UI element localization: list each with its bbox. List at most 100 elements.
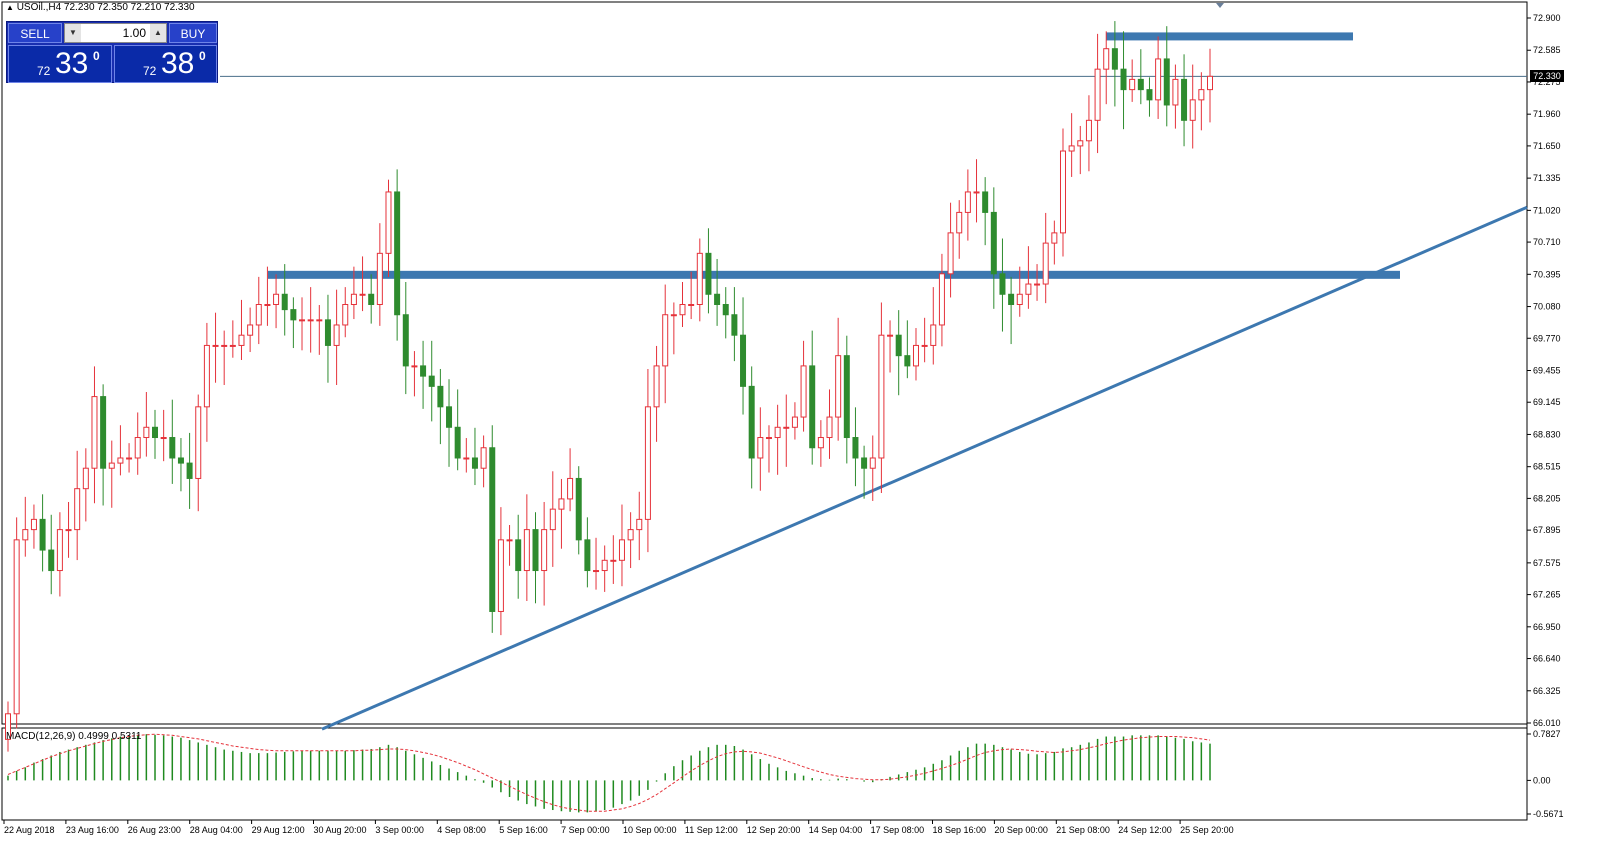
candle-body	[1042, 242, 1049, 285]
candle-body	[195, 406, 202, 479]
horizontal-levels[interactable]	[268, 32, 1400, 279]
candle-body	[5, 713, 11, 740]
candle-body	[290, 309, 297, 321]
price-tick-label: 67.265	[1533, 590, 1561, 600]
candle-body	[714, 293, 721, 306]
candle-body	[1016, 293, 1023, 306]
candle-body	[1137, 78, 1144, 91]
price-tick-label: 71.960	[1533, 109, 1561, 119]
candle-body	[56, 529, 63, 572]
candle-body	[100, 396, 107, 469]
candle-body	[203, 344, 210, 408]
candle-body	[160, 437, 167, 440]
candle-body	[1146, 89, 1153, 101]
candle-body	[843, 355, 850, 439]
sell-price-box[interactable]: 72 33 0	[8, 45, 112, 83]
candle-body	[489, 447, 496, 612]
candle-body	[835, 355, 842, 418]
candle-body	[1034, 283, 1041, 286]
candle-body	[273, 293, 280, 306]
candle-body	[143, 426, 150, 439]
candle-body	[13, 539, 20, 715]
candle-body	[852, 437, 859, 459]
candle-body	[895, 334, 902, 357]
candle-body	[376, 252, 383, 306]
buy-button[interactable]: BUY	[169, 23, 217, 43]
price-tick-label: 66.325	[1533, 686, 1561, 696]
candle-body	[982, 191, 989, 213]
candle-body	[1129, 78, 1136, 91]
candle-body	[662, 314, 669, 367]
candle-body	[956, 211, 963, 234]
sell-button[interactable]: SELL	[8, 23, 62, 43]
price-tick-label: 68.830	[1533, 429, 1561, 439]
horizontal-level-bar[interactable]	[1106, 32, 1353, 41]
collapse-triangle-icon[interactable]: ▲	[6, 3, 14, 12]
candle-body	[1008, 293, 1015, 306]
horizontal-level-bar[interactable]	[268, 270, 1400, 279]
time-tick-label: 26 Aug 23:00	[128, 825, 181, 835]
price-axis: 72.90072.58572.27571.96071.65071.33571.0…	[1527, 13, 1561, 728]
buy-price-box[interactable]: 72 38 0	[114, 45, 217, 83]
candle-body	[722, 304, 729, 316]
chart-shift-marker-icon[interactable]	[1216, 3, 1224, 8]
macd-signal-line	[7, 733, 1211, 812]
lot-increase-icon[interactable]: ▲	[150, 24, 166, 42]
price-tick-label: 68.515	[1533, 462, 1561, 472]
candle-body	[324, 319, 331, 346]
lot-decrease-icon[interactable]: ▼	[65, 24, 81, 42]
time-tick-label: 10 Sep 00:00	[623, 825, 677, 835]
candle-body	[463, 457, 470, 460]
one-click-trading-panel: SELL ▼ ▲ BUY 72 33 0 72 38 0	[6, 21, 218, 83]
sell-price-main: 33	[55, 47, 89, 80]
candle-body	[281, 293, 288, 311]
lot-size-input[interactable]	[82, 24, 149, 42]
time-tick-label: 21 Sep 08:00	[1056, 825, 1110, 835]
buy-price-prefix: 72	[143, 64, 157, 78]
time-tick-label: 11 Sep 12:00	[685, 825, 738, 835]
time-tick-label: 24 Sep 12:00	[1118, 825, 1172, 835]
macd-axis: 0.7827 0.00 -0.5671	[1527, 729, 1564, 819]
candle-body	[22, 529, 29, 541]
candle-body	[39, 518, 46, 551]
time-tick-label: 12 Sep 20:00	[747, 825, 801, 835]
candle-body	[861, 457, 868, 469]
candle-body	[117, 457, 124, 464]
candle-body	[480, 447, 487, 469]
price-tick-label: 72.900	[1533, 13, 1561, 23]
candle-body	[826, 416, 833, 439]
macd-subwindow-frame	[1, 727, 1528, 821]
candle-body	[229, 344, 236, 347]
candle-body	[627, 529, 634, 541]
candle-body	[1198, 89, 1205, 101]
candle-body	[264, 304, 271, 307]
candle-body	[411, 365, 418, 368]
candle-body	[549, 508, 556, 531]
candle-body	[567, 477, 574, 500]
candle-body	[428, 375, 435, 387]
candle-body	[186, 462, 193, 479]
price-tick-label: 67.895	[1533, 525, 1561, 535]
candle-body	[177, 457, 184, 464]
candle-body	[973, 191, 980, 194]
candle-body	[385, 191, 392, 254]
time-tick-label: 28 Aug 04:00	[190, 825, 243, 835]
price-tick-label: 67.575	[1533, 558, 1561, 568]
symbol-header: ▲ USOil.,H4 72.230 72.350 72.210 72.330	[6, 2, 195, 13]
ascending-trendline[interactable]	[321, 205, 1528, 731]
candle-body	[679, 304, 686, 316]
candle-body	[48, 549, 55, 572]
price-tick-label: 66.010	[1533, 718, 1561, 728]
candle-body	[368, 293, 375, 306]
time-tick-label: 29 Aug 12:00	[252, 825, 305, 835]
time-tick-label: 4 Sep 08:00	[437, 825, 486, 835]
candle-body	[653, 365, 660, 408]
candle-body	[618, 539, 625, 561]
candle-body	[82, 467, 89, 490]
candle-body	[74, 488, 81, 531]
price-tick-label: 66.950	[1533, 622, 1561, 632]
time-tick-label: 20 Sep 00:00	[994, 825, 1048, 835]
candle-body	[333, 324, 340, 346]
candle-body	[575, 477, 582, 541]
